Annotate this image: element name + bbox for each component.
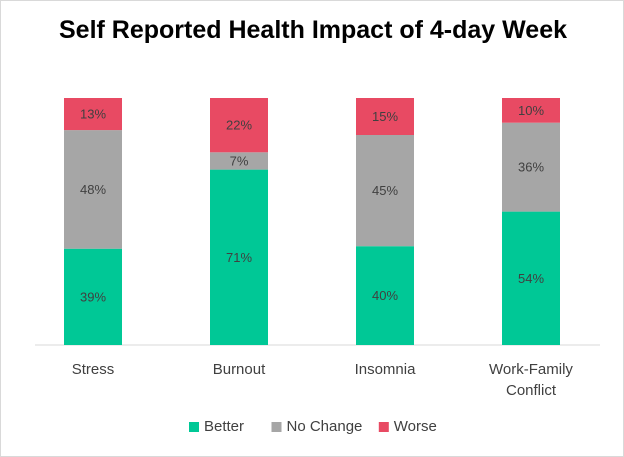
bar-better-work-family-conflict xyxy=(502,211,560,345)
chart-title: Self Reported Health Impact of 4-day Wee… xyxy=(59,16,567,44)
bar-better-insomnia xyxy=(356,246,414,345)
legend-label: Worse xyxy=(394,418,437,435)
bar-no-change-stress xyxy=(64,130,122,249)
data-label: 45% xyxy=(372,183,398,198)
bar-better-stress xyxy=(64,248,122,345)
bar-no-change-work-family-conflict xyxy=(502,122,560,212)
data-label: 36% xyxy=(518,160,544,175)
data-label: 13% xyxy=(80,107,106,122)
data-label: 54% xyxy=(518,271,544,286)
legend-label: No Change xyxy=(287,418,363,435)
legend-label: Better xyxy=(204,418,244,435)
data-label: 7% xyxy=(230,154,249,169)
category-label: Insomnia xyxy=(355,361,417,378)
legend-swatch-better xyxy=(189,422,199,432)
bar-worse-burnout xyxy=(210,98,268,153)
data-label: 22% xyxy=(226,118,252,133)
bar-worse-insomnia xyxy=(356,98,414,135)
data-label: 10% xyxy=(518,103,544,118)
bar-worse-work-family-conflict xyxy=(502,98,560,123)
data-label: 71% xyxy=(226,250,252,265)
category-labels: Stress Burnout Insomnia Work-Family Conflict xyxy=(72,361,574,399)
category-label: Burnout xyxy=(213,361,266,378)
data-label: 15% xyxy=(372,109,398,124)
category-label: Conflict xyxy=(506,382,557,399)
bar-worse-stress xyxy=(64,98,122,131)
data-label: 39% xyxy=(80,289,106,304)
data-label: 40% xyxy=(372,288,398,303)
category-label: Stress xyxy=(72,361,115,378)
bar-no-change-burnout xyxy=(210,152,268,170)
bars-group: 39% 48% 13% 71% 7% 22% 40% 45% 15% 54% 36% 10% xyxy=(64,98,560,345)
data-label: 48% xyxy=(80,182,106,197)
legend: Better No Change Worse xyxy=(189,418,437,435)
legend-swatch-no-change xyxy=(271,422,282,432)
bar-no-change-insomnia xyxy=(356,135,414,247)
category-label: Work-Family xyxy=(489,361,573,378)
bar-better-burnout xyxy=(210,169,268,345)
legend-swatch-worse xyxy=(378,422,389,432)
